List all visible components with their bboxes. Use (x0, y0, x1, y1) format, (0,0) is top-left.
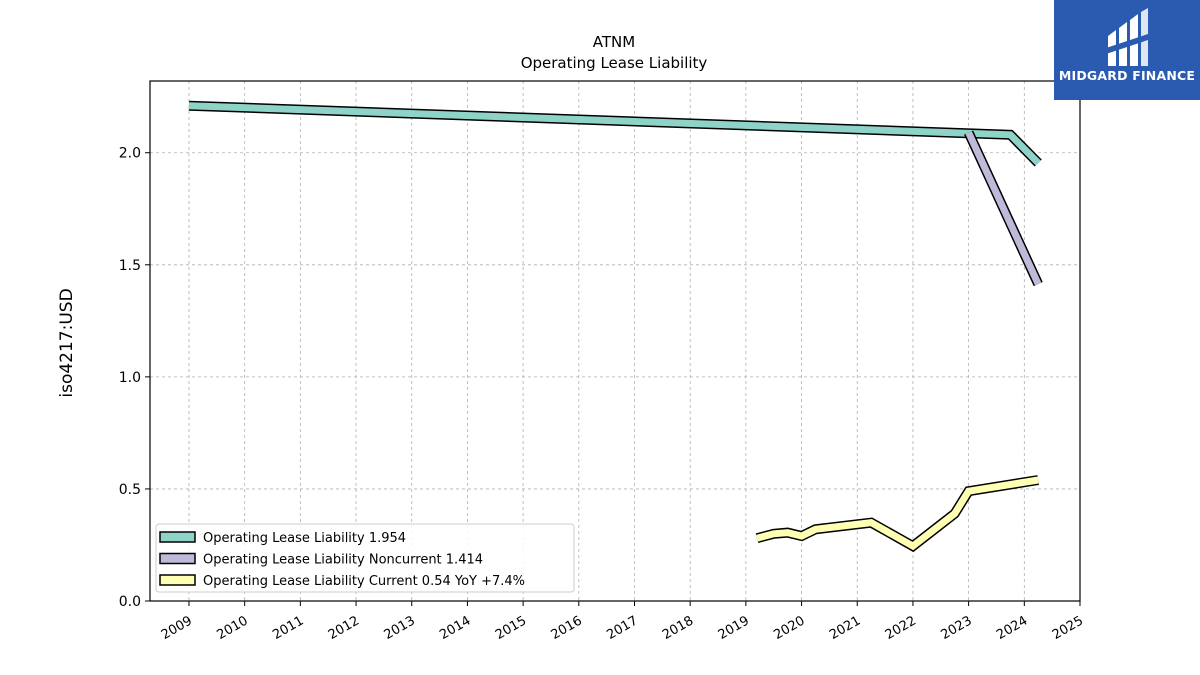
y-axis-label: iso4217:USD (57, 288, 77, 397)
x-tick-label: 2012 (326, 613, 362, 643)
legend-swatch (159, 552, 196, 565)
legend: Operating Lease Liability 1.954 Operating… (155, 523, 575, 593)
x-tick-label: 2022 (883, 613, 919, 643)
y-tick-label: 1.5 (119, 258, 141, 274)
x-tick-label: 2024 (994, 613, 1030, 643)
y-tick-label: 0.0 (119, 594, 141, 610)
legend-label: Operating Lease Liability 1.954 (203, 531, 406, 546)
x-tick-label: 2017 (604, 613, 640, 643)
x-tick-label: 2025 (1050, 613, 1086, 643)
series-line (965, 131, 1042, 286)
x-tick-label: 2015 (493, 613, 529, 643)
midgard-finance-logo-icon (1106, 8, 1148, 66)
x-tick-label: 2014 (437, 613, 473, 643)
x-tick-label: 2010 (215, 613, 251, 643)
x-tick-label: 2013 (382, 613, 418, 643)
logo-text: MIDGARD FINANCE (1058, 68, 1196, 83)
x-tick-label: 2020 (771, 613, 807, 643)
y-tick-label: 1.0 (119, 370, 141, 386)
x-tick-label: 2023 (938, 613, 974, 643)
series-line (756, 476, 1039, 551)
legend-label: Operating Lease Liability Current 0.54 Y… (203, 574, 525, 589)
chart-title: ATNM (593, 33, 635, 51)
legend-box (155, 523, 575, 593)
x-tick-label: 2019 (716, 613, 752, 643)
series-layer (188, 100, 1043, 553)
logo: MIDGARD FINANCE (1054, 0, 1200, 100)
legend-swatch (159, 574, 196, 586)
x-tick-label: 2018 (660, 613, 696, 643)
plot-area-frame (149, 80, 1081, 602)
legend-swatch (159, 531, 196, 543)
chart-subtitle: Operating Lease Liability (521, 54, 708, 72)
y-tick-label: 2.0 (119, 146, 141, 162)
x-tick-label: 2016 (549, 613, 585, 643)
legend-label: Operating Lease Liability Noncurrent 1.4… (203, 553, 483, 568)
y-tick-label: 0.5 (119, 482, 141, 498)
x-tick-label: 2009 (159, 613, 195, 643)
series-line (188, 102, 1041, 166)
x-tick-label: 2021 (827, 613, 863, 643)
x-tick-label: 2011 (270, 613, 306, 643)
